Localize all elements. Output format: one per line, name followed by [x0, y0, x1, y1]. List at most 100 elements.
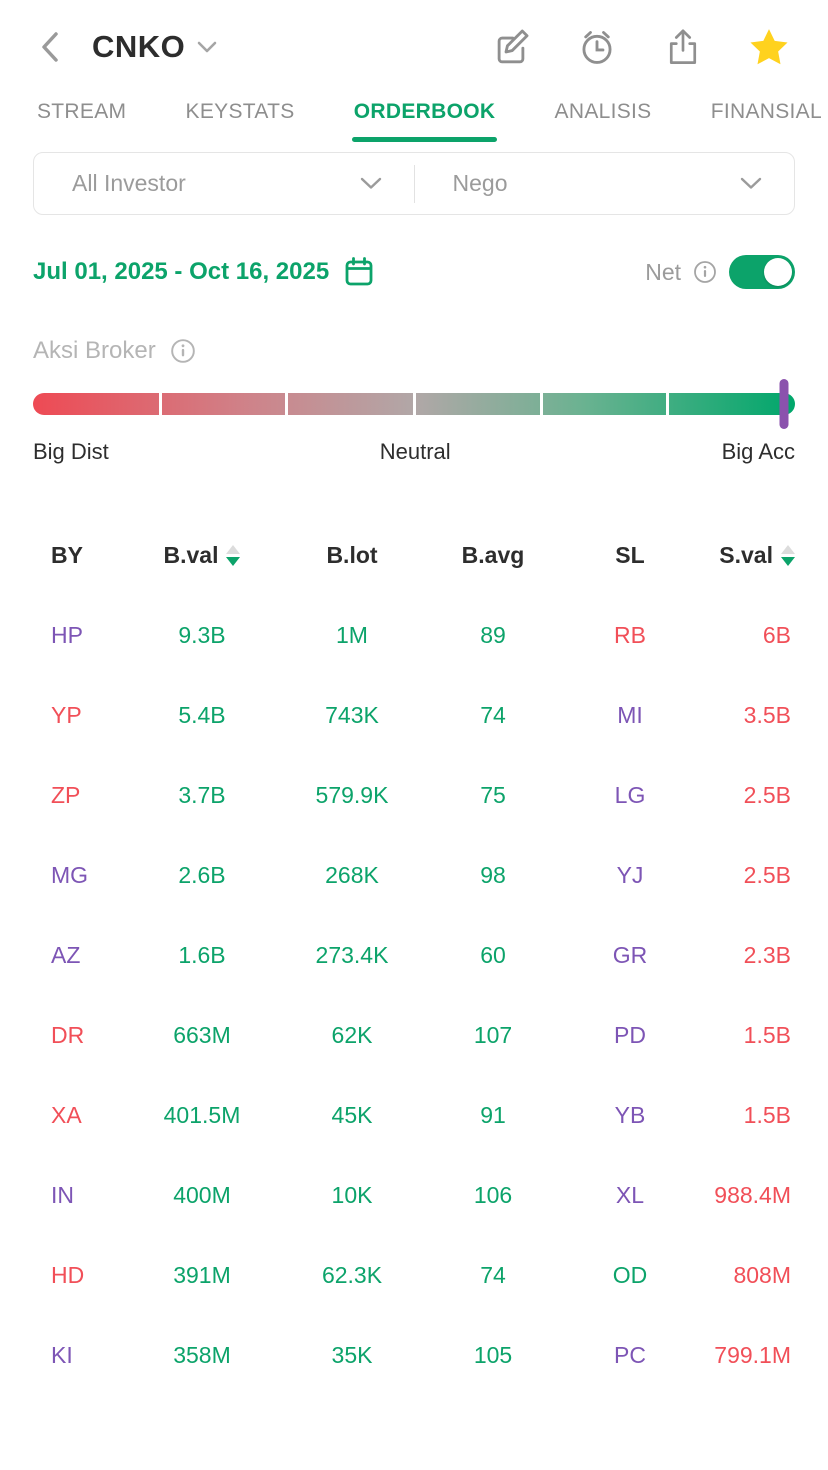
edit-button[interactable] — [490, 26, 532, 68]
seller-broker-code[interactable]: RB — [614, 621, 646, 648]
sell-value: 6B — [762, 621, 791, 648]
header-blot-label: B.lot — [326, 541, 378, 568]
buy-value: 5.4B — [178, 701, 226, 728]
broker-table-rows: HP 9.3B 1M 89 RB 6B YP 5.4B 743K 74 MI 3… — [33, 595, 795, 1395]
bar-segment-gap — [158, 393, 162, 415]
header-blot: B.lot — [281, 542, 423, 569]
seller-broker-code[interactable]: XL — [615, 1181, 645, 1208]
header-sval[interactable]: S.val — [697, 542, 795, 569]
broker-action-marker — [779, 379, 789, 429]
star-icon — [750, 29, 788, 65]
buy-lot: 1M — [336, 621, 368, 648]
net-label: Net — [645, 258, 681, 285]
seller-broker-code[interactable]: MI — [617, 701, 643, 728]
date-range-picker[interactable]: Jul 01, 2025 - Oct 16, 2025 — [33, 256, 375, 288]
net-toggle[interactable] — [729, 255, 795, 289]
favorite-button[interactable] — [748, 26, 790, 68]
table-row[interactable]: DR 663M 62K 107 PD 1.5B — [33, 995, 795, 1075]
buy-avg: 89 — [480, 621, 506, 648]
buy-avg: 91 — [480, 1101, 506, 1128]
share-button[interactable] — [662, 26, 704, 68]
investor-dropdown[interactable]: All Investor — [34, 153, 414, 214]
dropdown-chevron-icon — [740, 177, 762, 189]
label-neutral: Neutral — [379, 439, 451, 464]
buy-avg: 74 — [480, 701, 506, 728]
sort-icon[interactable] — [226, 544, 241, 566]
alarm-icon — [582, 31, 612, 64]
buy-lot: 579.9K — [315, 781, 389, 808]
buy-value: 358M — [173, 1341, 231, 1368]
header-bval[interactable]: B.val — [123, 542, 281, 569]
title-chevron-icon — [197, 41, 217, 52]
sell-value: 3.5B — [743, 701, 791, 728]
buyer-broker-code[interactable]: AZ — [51, 941, 81, 968]
sort-down-icon — [226, 556, 241, 566]
buy-avg: 75 — [480, 781, 506, 808]
sort-up-icon — [226, 544, 241, 554]
buy-lot: 273.4K — [315, 941, 389, 968]
header-sl-label: SL — [615, 541, 645, 568]
market-dropdown-value: Nego — [452, 170, 508, 196]
header-by-label: BY — [51, 541, 83, 568]
investor-dropdown-value: All Investor — [72, 170, 186, 196]
info-icon[interactable] — [693, 260, 717, 284]
tab-stream[interactable]: STREAM — [37, 100, 127, 123]
seller-broker-code[interactable]: LG — [614, 781, 646, 808]
buyer-broker-code[interactable]: HP — [51, 621, 83, 648]
info-icon[interactable] — [170, 338, 196, 364]
tab-finansial[interactable]: FINANSIAL — [710, 100, 822, 123]
ticker-selector[interactable]: CNKO — [92, 29, 217, 65]
buyer-broker-code[interactable]: YP — [51, 701, 82, 728]
table-row[interactable]: HP 9.3B 1M 89 RB 6B — [33, 595, 795, 675]
edit-icon — [497, 29, 529, 64]
filter-box: All Investor Nego — [33, 152, 795, 215]
table-row[interactable]: ZP 3.7B 579.9K 75 LG 2.5B — [33, 755, 795, 835]
back-button[interactable] — [30, 27, 70, 67]
seller-broker-code[interactable]: PD — [614, 1021, 646, 1048]
buy-value: 400M — [173, 1181, 231, 1208]
buyer-broker-code[interactable]: HD — [51, 1261, 85, 1288]
buy-lot: 268K — [325, 861, 379, 888]
seller-broker-code[interactable]: GR — [612, 941, 648, 968]
table-row[interactable]: IN 400M 10K 106 XL 988.4M — [33, 1155, 795, 1235]
broker-action-gradient-bar — [33, 393, 795, 415]
buy-lot: 10K — [331, 1181, 373, 1208]
buyer-broker-code[interactable]: IN — [51, 1181, 74, 1208]
seller-broker-code[interactable]: YJ — [616, 861, 644, 888]
table-row[interactable]: HD 391M 62.3K 74 OD 808M — [33, 1235, 795, 1315]
buyer-broker-code[interactable]: ZP — [51, 781, 81, 808]
market-dropdown[interactable]: Nego — [415, 153, 795, 214]
tab-orderbook[interactable]: ORDERBOOK — [351, 100, 497, 142]
sell-value: 1.5B — [743, 1101, 791, 1128]
buy-avg: 105 — [473, 1341, 513, 1368]
buy-value: 2.6B — [178, 861, 226, 888]
header-sval-label: S.val — [719, 541, 773, 568]
back-icon — [42, 32, 58, 62]
header-bavg: B.avg — [423, 542, 563, 569]
alarm-button[interactable] — [576, 26, 618, 68]
tab-keystats[interactable]: KEYSTATS — [185, 100, 295, 123]
table-row[interactable]: YP 5.4B 743K 74 MI 3.5B — [33, 675, 795, 755]
seller-broker-code[interactable]: YB — [614, 1101, 646, 1128]
table-row[interactable]: XA 401.5M 45K 91 YB 1.5B — [33, 1075, 795, 1155]
table-row[interactable]: AZ 1.6B 273.4K 60 GR 2.3B — [33, 915, 795, 995]
sort-icon[interactable] — [781, 544, 795, 566]
buyer-broker-code[interactable]: XA — [51, 1101, 82, 1128]
table-row[interactable]: KI 358M 35K 105 PC 799.1M — [33, 1315, 795, 1395]
table-row[interactable]: MG 2.6B 268K 98 YJ 2.5B — [33, 835, 795, 915]
bar-segment-gap — [412, 393, 416, 415]
buyer-broker-code[interactable]: MG — [51, 861, 89, 888]
buy-avg: 106 — [473, 1181, 513, 1208]
tab-analisis[interactable]: ANALISIS — [554, 100, 652, 123]
buy-value: 1.6B — [178, 941, 226, 968]
buy-lot: 743K — [325, 701, 379, 728]
seller-broker-code[interactable]: PC — [614, 1341, 646, 1368]
buyer-broker-code[interactable]: DR — [51, 1021, 85, 1048]
buyer-broker-code[interactable]: KI — [51, 1341, 73, 1368]
seller-broker-code[interactable]: OD — [612, 1261, 648, 1288]
filter-divider — [413, 164, 415, 203]
bar-segment-gap — [539, 393, 543, 415]
sell-value: 808M — [733, 1261, 791, 1288]
broker-action-labels: Big Dist Neutral Big Acc — [33, 439, 795, 465]
